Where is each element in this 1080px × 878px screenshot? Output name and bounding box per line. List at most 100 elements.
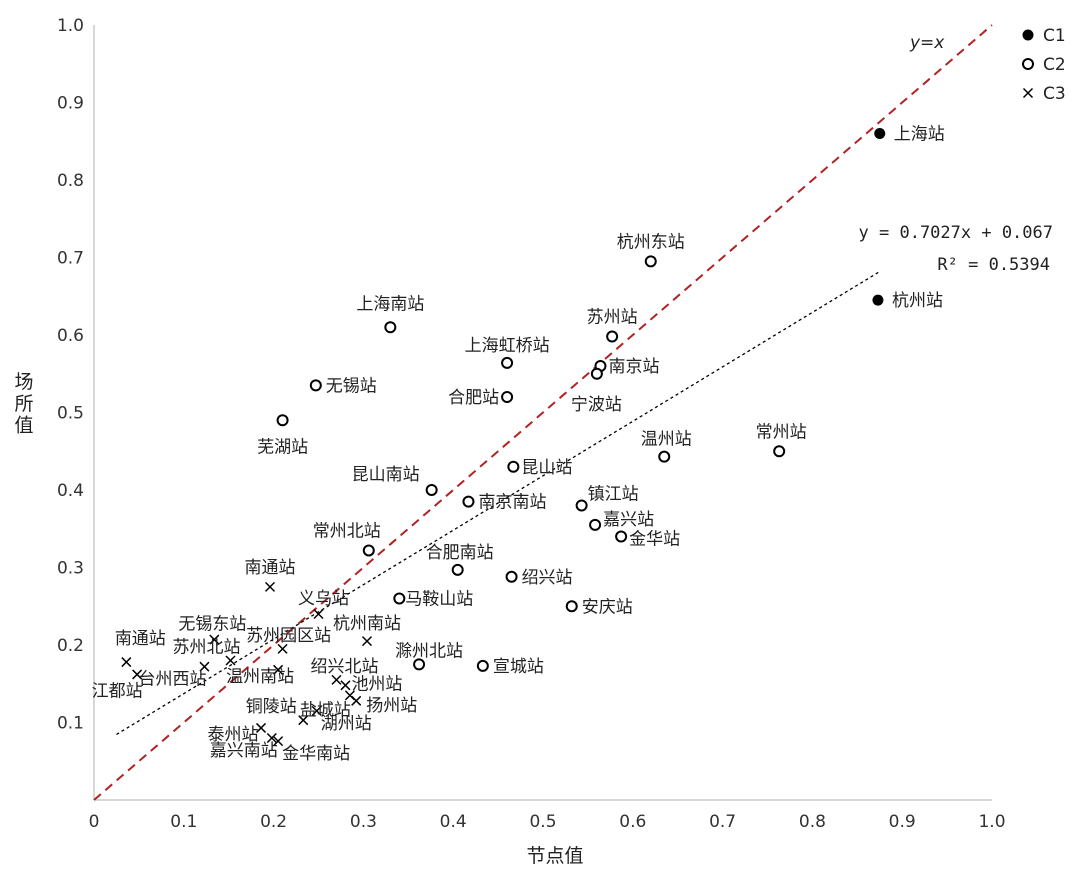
point-label: 盐城站	[300, 700, 351, 720]
data-point	[309, 379, 322, 392]
x-tick-label: 0.7	[709, 812, 736, 832]
point-label: 铜陵站	[246, 697, 297, 717]
point-label: 泰州站	[208, 725, 259, 745]
point-label: 义乌站	[298, 589, 349, 609]
y-tick-label: 0.5	[57, 404, 84, 424]
point-label: 杭州东站	[617, 232, 685, 252]
legend-label: C2	[1043, 55, 1066, 75]
point-label: 台州西站	[138, 670, 206, 690]
point-label: 无锡站	[326, 376, 377, 396]
point-label: 常州北站	[313, 521, 381, 541]
point-label: 宁波站	[571, 395, 622, 415]
data-point	[606, 330, 619, 343]
point-label: 苏州站	[587, 308, 638, 328]
x-tick-label: 0.6	[619, 812, 646, 832]
point-label: 合肥站	[448, 388, 499, 408]
x-tick-label: 0.3	[350, 812, 377, 832]
point-label: 嘉兴站	[603, 510, 654, 530]
point-label: 上海南站	[356, 294, 424, 314]
y-tick-label: 1.0	[57, 16, 84, 36]
x-tick-label: 0.2	[260, 812, 287, 832]
data-point	[462, 495, 475, 508]
trendline-equation: y = 0.7027x + 0.067	[859, 223, 1053, 243]
y-tick-label: 0.9	[57, 94, 84, 114]
point-label: 绍兴站	[522, 568, 573, 588]
data-point	[615, 530, 628, 543]
point-label: 江都站	[92, 681, 143, 701]
axes	[93, 25, 992, 801]
x-tick-label: 0.5	[529, 812, 556, 832]
data-point	[331, 674, 342, 685]
point-label: 绍兴北站	[310, 657, 378, 677]
data-point	[507, 460, 520, 473]
data-point	[298, 715, 309, 726]
point-label: 南京站	[608, 357, 659, 377]
x-tick-label: 0.9	[889, 812, 916, 832]
point-label: 南通站	[115, 629, 166, 649]
data-point	[874, 128, 886, 139]
point-label: 杭州站	[892, 291, 943, 311]
data-point	[264, 581, 276, 592]
point-label: 昆山南站	[352, 465, 420, 485]
point-label: 温州站	[641, 430, 692, 450]
point-label: 苏州北站	[172, 638, 240, 658]
diagonal-label: y=x	[909, 33, 945, 53]
point-label: 宣城站	[493, 657, 544, 677]
data-point	[361, 636, 373, 647]
point-label: 常州站	[756, 422, 807, 442]
legend: C1 C2 C3	[1022, 26, 1066, 104]
point-label: 无锡东站	[178, 615, 246, 635]
point-label: 滁州北站	[395, 641, 463, 661]
data-points	[121, 128, 886, 747]
data-point	[589, 518, 602, 531]
data-point	[501, 391, 514, 403]
trendline	[116, 271, 881, 736]
data-point	[255, 722, 267, 733]
data-point	[413, 658, 426, 671]
data-point	[225, 655, 236, 666]
point-label: 昆山站	[521, 458, 572, 478]
x-tick-label: 0.8	[799, 812, 826, 832]
data-point	[362, 544, 375, 557]
data-point	[276, 414, 289, 427]
data-point	[773, 445, 786, 458]
point-label: 上海虹桥站	[465, 336, 550, 356]
y-tick-label: 0.6	[57, 326, 84, 346]
data-point	[384, 321, 397, 334]
point-label: 镇江站	[588, 485, 639, 505]
point-label: 苏州园区站	[246, 626, 331, 646]
data-point	[311, 705, 322, 716]
y-axis-title: 场所值	[14, 371, 33, 437]
point-label: 合肥南站	[426, 543, 494, 563]
legend-label: C3	[1043, 84, 1066, 104]
data-point	[199, 661, 210, 672]
point-label: 马鞍山站	[405, 590, 473, 610]
x-tick-label: 0	[89, 812, 100, 832]
data-point	[273, 736, 284, 747]
data-point	[132, 669, 143, 680]
legend-marker	[1022, 58, 1034, 70]
point-label: 南通站	[245, 558, 296, 578]
trendline-r-squared: R² = 0.5394	[937, 255, 1050, 275]
data-point	[644, 255, 657, 268]
x-tick-labels: 0 0.1 0.2 0.3 0.4 0.5 0.6 0.7 0.8 0.9 1.0	[89, 812, 1006, 832]
data-point	[565, 600, 578, 613]
data-point	[313, 608, 324, 620]
y-tick-label: 0.3	[57, 559, 84, 579]
reference-lines	[93, 24, 993, 801]
point-label: 上海站	[894, 125, 945, 145]
point-label: 芜湖站	[257, 437, 308, 457]
y-tick-label: 0.4	[57, 481, 84, 501]
x-tick-label: 0.1	[170, 812, 197, 832]
data-point	[351, 695, 362, 706]
x-tick-label: 1.0	[978, 812, 1005, 832]
legend-marker	[1022, 87, 1034, 99]
data-point	[266, 732, 277, 744]
data-point	[340, 680, 351, 691]
point-label: 温州南站	[226, 667, 294, 687]
data-point	[451, 563, 464, 576]
data-point	[277, 643, 288, 654]
data-point	[658, 450, 671, 463]
